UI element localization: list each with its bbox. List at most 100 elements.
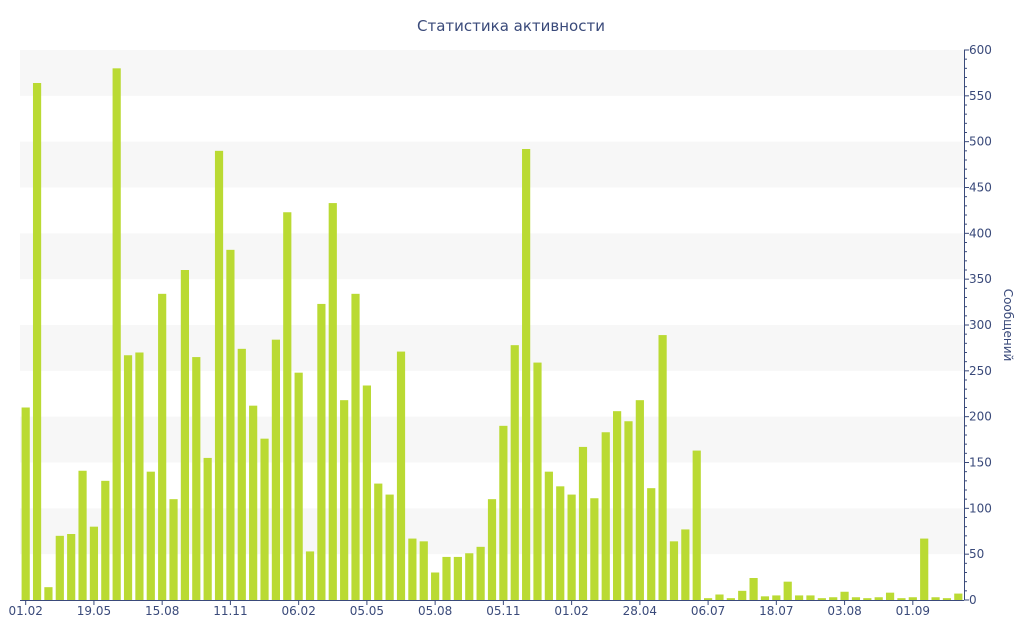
bar	[294, 372, 303, 600]
bar	[408, 538, 417, 600]
bar-series	[21, 68, 963, 600]
bar	[647, 488, 656, 600]
x-tick-label: 01.02	[554, 604, 588, 618]
grid-band	[20, 50, 964, 96]
chart-title: Статистика активности	[417, 17, 605, 35]
bar	[510, 345, 519, 600]
bar	[203, 457, 212, 600]
bar	[21, 407, 30, 600]
bar	[556, 486, 565, 600]
bar	[431, 572, 440, 600]
bar	[192, 357, 201, 600]
grid-band	[20, 416, 964, 463]
bar	[55, 535, 64, 600]
bar	[715, 594, 724, 600]
y-tick-label: 550	[969, 89, 992, 103]
y-tick-label: 50	[969, 547, 984, 561]
bar	[522, 149, 531, 600]
y-tick-label: 500	[969, 135, 992, 149]
bar	[863, 598, 872, 600]
bar	[67, 534, 76, 600]
bar	[794, 595, 804, 600]
bar	[453, 556, 462, 600]
x-tick-label: 03.08	[827, 604, 861, 618]
bar	[681, 529, 690, 600]
bar	[169, 499, 178, 600]
y-tick-label: 300	[969, 318, 992, 332]
bar	[772, 595, 781, 600]
bar	[101, 480, 110, 600]
x-tick-label: 15.08	[145, 604, 179, 618]
bar	[920, 538, 929, 600]
bar	[362, 385, 371, 600]
y-tick-label: 600	[969, 43, 992, 57]
bar	[180, 270, 190, 600]
bar	[351, 293, 360, 600]
bar	[806, 595, 815, 600]
bar	[226, 249, 235, 600]
x-tick-label: 06.07	[691, 604, 725, 618]
x-tick-label: 28.04	[623, 604, 657, 618]
y-tick-label: 150	[969, 456, 992, 470]
bar	[214, 150, 224, 600]
y-tick-label: 450	[969, 181, 992, 195]
bar	[146, 471, 155, 600]
bar	[465, 553, 474, 600]
grid-band	[20, 141, 964, 188]
y-tick-label: 400	[969, 226, 992, 240]
bar	[340, 400, 349, 600]
bar	[704, 598, 713, 600]
bar	[237, 348, 246, 600]
bar	[419, 541, 428, 600]
x-tick-label: 05.05	[350, 604, 384, 618]
bar	[658, 335, 667, 600]
bar	[78, 470, 87, 600]
bar	[885, 592, 895, 600]
y-tick-label: 250	[969, 364, 992, 378]
bar	[260, 438, 269, 600]
x-tick-label: 19.05	[77, 604, 111, 618]
bar	[89, 526, 99, 600]
bar	[760, 596, 770, 600]
bar	[613, 411, 622, 600]
bar	[931, 597, 940, 600]
bar	[533, 362, 542, 600]
y-tick-label: 350	[969, 272, 992, 286]
bar	[442, 556, 451, 600]
bar	[283, 212, 292, 600]
bar	[44, 587, 53, 600]
bar	[123, 355, 133, 600]
bar	[817, 598, 826, 600]
bar	[942, 598, 952, 600]
bar	[158, 293, 167, 600]
x-tick-label: 18.07	[759, 604, 793, 618]
bar	[271, 339, 280, 600]
bar	[908, 597, 917, 600]
bar	[476, 546, 485, 600]
bar	[112, 68, 121, 600]
y-axis-title: Сообщений	[1001, 289, 1015, 362]
bar	[328, 203, 337, 600]
bar	[544, 471, 553, 600]
bar	[954, 593, 963, 600]
bar	[396, 351, 406, 600]
bar	[783, 581, 792, 600]
bar	[840, 591, 849, 600]
bar	[32, 83, 42, 600]
bar	[499, 425, 508, 600]
x-axis: 01.02 19.05 15.08 11.11 06.02 05.05 05.08 05.11…	[9, 600, 964, 618]
bar	[487, 499, 497, 600]
y-tick-label: 100	[969, 501, 992, 515]
grid-bands	[20, 50, 964, 555]
bar	[897, 598, 906, 600]
bar	[726, 598, 735, 600]
bar	[749, 578, 758, 600]
bar	[249, 405, 258, 600]
x-tick-label: 01.02	[9, 604, 43, 618]
bar	[385, 494, 394, 600]
bar	[135, 352, 144, 600]
x-tick-label: 05.11	[486, 604, 520, 618]
bar	[692, 450, 701, 600]
x-tick-label: 01.09	[896, 604, 930, 618]
